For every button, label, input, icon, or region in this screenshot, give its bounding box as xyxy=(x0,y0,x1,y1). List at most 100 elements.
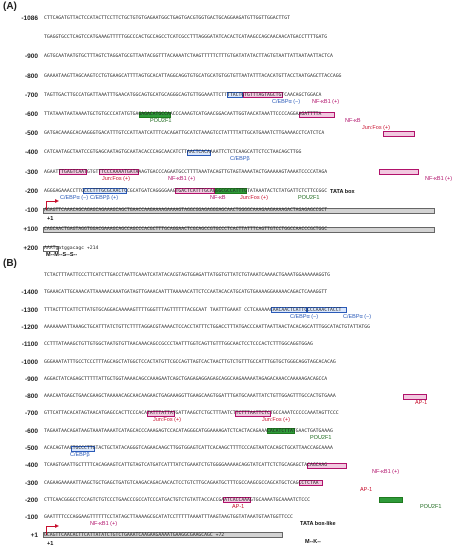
motif-highlight xyxy=(379,497,403,504)
position-label: -200 xyxy=(24,187,38,195)
sequence-text: TTATAAATAATAAAATGCTGTGCCCATATGTGAGAGACAT… xyxy=(44,112,322,117)
motif-label: NF-κB1 (+) xyxy=(168,175,196,182)
sequence-text: TCTACTTTAATTCCCTTCATCTTGACCTAATTCAAATCAT… xyxy=(44,273,330,278)
motif-highlight xyxy=(227,92,243,99)
position-label: -1400 xyxy=(21,289,38,297)
motif-label: C/EBPα (−) xyxy=(343,313,372,320)
sequence-text: AGGGAGAAACCTTGCCCTTTGCGCAACTCCGCATGATCAG… xyxy=(44,188,328,194)
position-label: -200 xyxy=(24,496,38,504)
motif-label: Jun:Fos (+) xyxy=(102,175,130,182)
position-label: -900 xyxy=(24,53,38,61)
sequence-text: CAGAAGAAAAATTAAGCTGCTGAGCTGATGTCAAGACAGA… xyxy=(44,480,319,486)
motif-highlight xyxy=(43,245,59,252)
position-label: -800 xyxy=(24,72,38,80)
motif-highlight xyxy=(307,307,347,314)
sequence-text: ACACAGTAACTGCCCTTGTACTGCTATACAGGGTCAGAAC… xyxy=(44,446,333,451)
motif-label: NF-κB1 (+) xyxy=(90,521,118,528)
motif-highlight xyxy=(147,410,175,417)
motif-highlight xyxy=(403,393,427,400)
motif-highlight xyxy=(175,188,215,195)
sequence-text: CTTCAACGGGCCTCCAGTCTGTCCCTGAACCCGCCATCCC… xyxy=(44,497,310,503)
sequence-text: GAAAATAAGTTAGCAAGTCCTGTGAAGCATTTTAGTGCAC… xyxy=(44,73,342,79)
motif-label: C/EBPβ xyxy=(70,452,90,458)
sequence-text: GCAGTTCAACACTTCATTATATCTGTCTGAAATCAAGAAG… xyxy=(44,532,225,538)
motif-label: Jun:Fos (+) xyxy=(240,194,268,201)
motif-label: AP-1 xyxy=(360,486,373,493)
motif-label: AP-1 xyxy=(415,400,428,407)
position-label: -1086 xyxy=(21,15,38,22)
motif-highlight xyxy=(379,169,419,176)
sequence-text: AGGACTATCAGAGCTTTTTATTGCTGGTAAAACAGCCAAA… xyxy=(44,376,328,382)
motif-highlight xyxy=(307,462,347,469)
position-label: -1000 xyxy=(21,358,38,366)
motif-label: POU2F1 xyxy=(150,118,172,124)
motif-highlight xyxy=(299,111,335,118)
motif-highlight xyxy=(139,111,171,118)
motif-highlight xyxy=(43,207,435,214)
sequence-text: CCTTTATAAAGCTGTTGTGGCTAATGTGTTAACAAACAGC… xyxy=(44,342,313,348)
motif-label: +1 xyxy=(47,540,54,547)
position-label: +100 xyxy=(23,226,38,234)
position-label: -700 xyxy=(24,410,38,418)
motif-highlight xyxy=(267,428,295,435)
sequence-text: TCAAGTGAATTGCTTTTCACAGAAGTCATTGTAGTCATGA… xyxy=(44,463,328,469)
position-label: +200 xyxy=(23,245,38,253)
motif-highlight xyxy=(43,226,435,233)
sequence-text: GTTCATTACACATAGTAACATGAGCCACTTCCCACATATT… xyxy=(44,411,339,417)
motif-highlight xyxy=(99,169,139,176)
sequence-text: GATGACAAAGCACAAGGGTGACATTTGTCCATTAATCATT… xyxy=(44,131,325,137)
position-label: -1300 xyxy=(21,306,38,314)
motif-highlight xyxy=(299,480,323,487)
sequence-text: AAATgatggacagc +214 xyxy=(44,246,99,252)
motif-highlight xyxy=(59,169,87,176)
sequence-text: AAAAAAAATTAAAGCTGCATTTATCTGTTCTTTTAGGACG… xyxy=(44,324,371,330)
motif-label: C/EBPα (−) xyxy=(290,313,319,320)
tss-arrow-icon xyxy=(46,523,59,535)
motif-label: C/EBPβ (+) xyxy=(90,194,119,201)
motif-label: +1 xyxy=(47,216,54,222)
motif-highlight xyxy=(383,130,415,137)
motif-highlight xyxy=(235,410,271,417)
panel-b-label: (B) xyxy=(3,258,17,269)
tss-arrow-icon xyxy=(46,199,59,210)
position-label: -600 xyxy=(24,427,38,435)
position-label: -300 xyxy=(24,479,38,487)
position-label: -400 xyxy=(24,149,38,157)
motif-label: NF-κB xyxy=(345,118,361,124)
motif-label: Jun:Fos (+) xyxy=(153,417,181,424)
sequence-text: AGAGTTCAAACAGCAGAGCAGAAAGCAGCTGAACCAAGAA… xyxy=(44,208,328,213)
sequence-text: GAATTTTCCCAGGAAGTTTTTTCCTATAGCTTAAAAGCGC… xyxy=(44,515,293,521)
motif-label: C/EBPα (−) xyxy=(272,98,301,105)
position-label: +1 xyxy=(30,531,38,539)
position-label: -600 xyxy=(24,111,38,118)
sequence-text: TGAAACATTGCAAACATTAAAAACAAATGATAGTTGAAAC… xyxy=(44,290,328,296)
motif-highlight xyxy=(43,532,283,538)
motif-highlight xyxy=(187,149,211,156)
sequence-text: AAACAATGAGCTGAACGAAGCTAAAAACAGCAACAAGAAC… xyxy=(44,394,336,400)
position-label: -1100 xyxy=(21,341,38,349)
motif-label: C/EBPα (−) xyxy=(60,194,89,201)
position-label: -500 xyxy=(24,445,38,452)
motif-label: NF-κB1 (+) xyxy=(372,469,400,476)
sequence-text: TAGTTGACTTGCCATGATTAAATTTGAACATGGCAGTGCA… xyxy=(44,92,322,98)
motif-highlight xyxy=(223,497,251,504)
sequence-text: TAGAATAACAGATAAGTAAATAAAATCATAGCACCCAAAG… xyxy=(44,428,333,434)
motif-label: POU2F1 xyxy=(420,503,442,510)
motif-label: POU2F1 xyxy=(298,194,320,201)
motif-highlight xyxy=(71,445,95,452)
motif-label: M--M--S--S-- xyxy=(46,252,78,259)
position-label: -500 xyxy=(24,130,38,138)
motif-highlight xyxy=(243,92,283,99)
motif-label: NF-κB1 (+) xyxy=(425,175,453,182)
motif-label: NF-κB xyxy=(210,194,226,201)
position-label: -900 xyxy=(24,375,38,383)
motif-label: AP-1 xyxy=(232,503,245,510)
sequence-text: TTTACTTTCATTCTTATGTGCAGGACAAAAAGTTTTGGGT… xyxy=(44,307,342,313)
motif-label: NF-κB1 (+) xyxy=(312,98,340,105)
sequence-text: CAGCAACTGAGTAGGTGGACGAAAGCAGCCAGCCCACGCT… xyxy=(44,227,328,233)
sequence-text: AGAATTTGAGTCAATGTGTTTCCCAAAATGATAAAGTGAC… xyxy=(44,169,328,175)
panel-a-label: (A) xyxy=(3,1,17,12)
motif-label: Jun:Fos (+) xyxy=(362,125,390,131)
position-label: -100 xyxy=(24,207,38,214)
motif-label: M--K-- xyxy=(305,538,321,545)
